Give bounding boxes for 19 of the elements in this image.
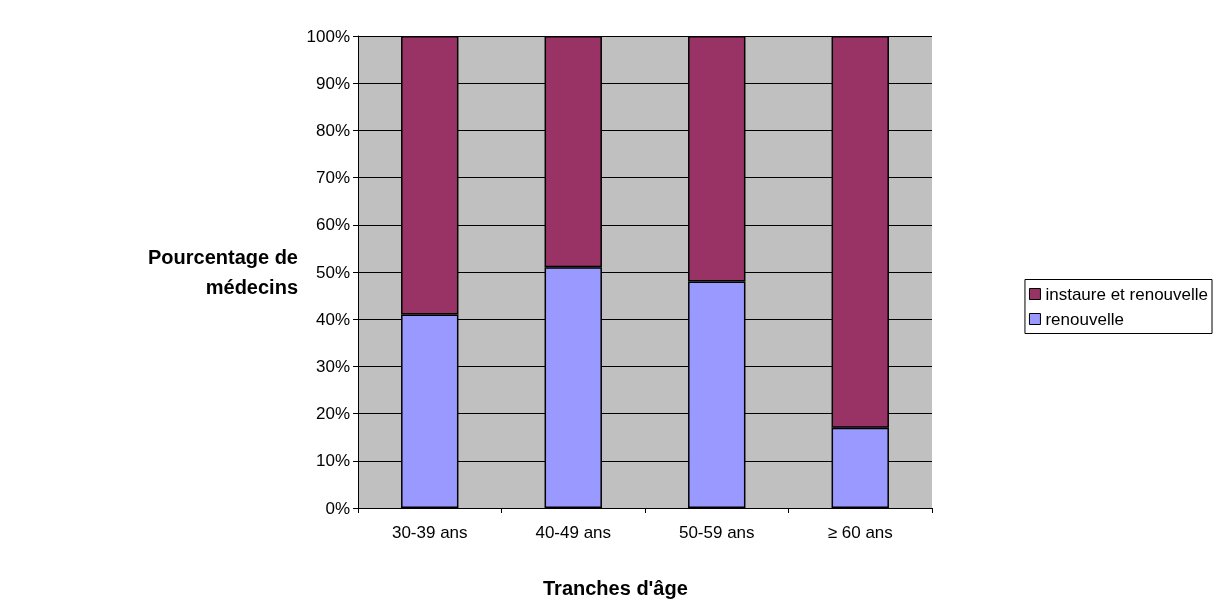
y-tick-label: 70% <box>315 168 350 188</box>
x-tick-label: 30-39 ans <box>391 523 468 542</box>
y-tick-label: 0% <box>325 498 350 518</box>
x-axis-title: Tranches d'âge <box>543 577 688 599</box>
y-tick-label: 80% <box>315 120 350 140</box>
y-tick-label: 10% <box>315 451 350 471</box>
legend-label: renouvelle <box>1045 309 1124 329</box>
y-tick-label: 90% <box>315 73 350 93</box>
legend-label: instaure et renouvelle <box>1045 284 1208 304</box>
x-tick-label: 50-59 ans <box>678 523 755 542</box>
x-tick-label: 40-49 ans <box>535 523 612 542</box>
y-axis-title: Pourcentage de médecins <box>147 246 298 298</box>
y-tick-label: 30% <box>315 356 350 376</box>
y-tick-label: 60% <box>315 215 350 235</box>
y-tick-label: 20% <box>315 404 350 424</box>
y-tick-label: 40% <box>315 309 350 329</box>
y-tick-label: 50% <box>315 262 350 282</box>
x-tick-label: ≥ 60 ans <box>827 523 893 542</box>
y-tick-label: 100% <box>306 26 350 46</box>
